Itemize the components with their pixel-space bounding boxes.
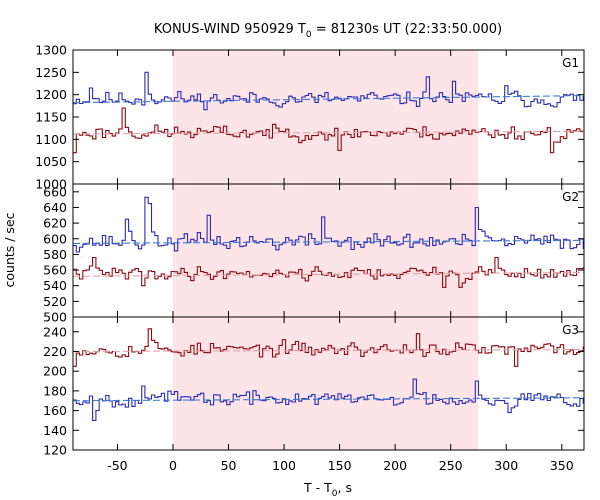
y-tick-label: 520 bbox=[43, 294, 67, 309]
series-g2-1-fit-line bbox=[72, 271, 585, 277]
panel-label-g1: G1 bbox=[562, 56, 579, 70]
series-g1-1-histogram bbox=[73, 107, 584, 154]
y-tick-label: 200 bbox=[43, 364, 67, 379]
x-tick-label: 350 bbox=[550, 458, 574, 473]
highlight-interval-g3 bbox=[172, 317, 479, 450]
y-tick-label: 220 bbox=[43, 344, 67, 359]
y-tick-label: 640 bbox=[43, 200, 67, 215]
y-tick-label: 1000 bbox=[35, 177, 67, 192]
y-tick-label: 120 bbox=[43, 443, 67, 458]
y-tick-label: 140 bbox=[43, 423, 67, 438]
highlight-interval-g1 bbox=[172, 50, 479, 184]
x-axis-label-main: T - T bbox=[303, 480, 332, 495]
y-tick-label: 560 bbox=[43, 263, 67, 278]
y-tick-label: 240 bbox=[43, 324, 67, 339]
series-g1-0-fit-line bbox=[72, 95, 585, 104]
chart-title-subscript: 0 bbox=[306, 30, 312, 40]
series-g2-0-histogram bbox=[73, 196, 584, 253]
series-g3-0-fit-line bbox=[72, 348, 585, 353]
y-tick-label: 1200 bbox=[35, 87, 67, 102]
panel-frame-g3 bbox=[72, 316, 585, 451]
x-axis-label-tail: , s bbox=[338, 480, 352, 495]
y-tick-label: 1100 bbox=[35, 132, 67, 147]
y-tick-label: 600 bbox=[43, 231, 67, 246]
y-tick-label: 660 bbox=[43, 184, 67, 199]
y-tick-label: 180 bbox=[43, 383, 67, 398]
highlight-interval-g2 bbox=[172, 184, 479, 317]
series-g2-0-fit-line bbox=[72, 239, 585, 245]
series-g1-1-fit-line bbox=[72, 130, 585, 135]
series-g3-1-histogram bbox=[73, 378, 584, 421]
panel-g3: 120 140 160 180 200 220 240 -50 0 50 100 150 200 250 3… bbox=[43, 316, 585, 473]
chart-title-tail: = 81230s UT (22:33:50.000) bbox=[312, 22, 502, 37]
y-tick-label: 540 bbox=[43, 278, 67, 293]
panels-group: 1000105011001150120012501300G15005205405… bbox=[35, 43, 585, 473]
y-tick-label: 1050 bbox=[35, 154, 67, 169]
x-tick-label: 100 bbox=[272, 458, 296, 473]
y-tick-label: 1250 bbox=[35, 65, 67, 80]
y-tick-label: 620 bbox=[43, 216, 67, 231]
x-tick-label: 150 bbox=[328, 458, 352, 473]
panel-label-g3: G3 bbox=[562, 323, 579, 337]
x-tick-label: 300 bbox=[494, 458, 518, 473]
series-g2-1-histogram bbox=[73, 256, 584, 288]
x-tick-label: 200 bbox=[383, 458, 407, 473]
y-tick-label: 160 bbox=[43, 403, 67, 418]
x-axis-label: T - T0, s bbox=[303, 480, 352, 499]
x-axis-label-subscript: 0 bbox=[332, 489, 338, 499]
x-tick-label: -50 bbox=[107, 458, 127, 473]
x-tick-label: 0 bbox=[169, 458, 177, 473]
series-g3-1-fit-line bbox=[72, 397, 585, 402]
chart-title-main: KONUS-WIND 950929 T bbox=[154, 22, 306, 37]
y-tick-label: 1300 bbox=[35, 43, 67, 58]
panel-label-g2: G2 bbox=[562, 190, 579, 204]
y-tick-label: 500 bbox=[43, 310, 67, 325]
y-tick-label: 580 bbox=[43, 247, 67, 262]
x-tick-label: 250 bbox=[439, 458, 463, 473]
panel-g1: 1000 1050 1100 1150 1200 1250 1300 G1 bbox=[35, 43, 585, 192]
x-tick-label: 50 bbox=[221, 458, 237, 473]
y-tick-label: 1150 bbox=[35, 110, 67, 125]
series-g3-0-histogram bbox=[73, 328, 584, 367]
chart-title: KONUS-WIND 950929 T0 = 81230s UT (22:33:… bbox=[154, 22, 502, 40]
y-axis-label: counts / sec bbox=[2, 212, 17, 287]
